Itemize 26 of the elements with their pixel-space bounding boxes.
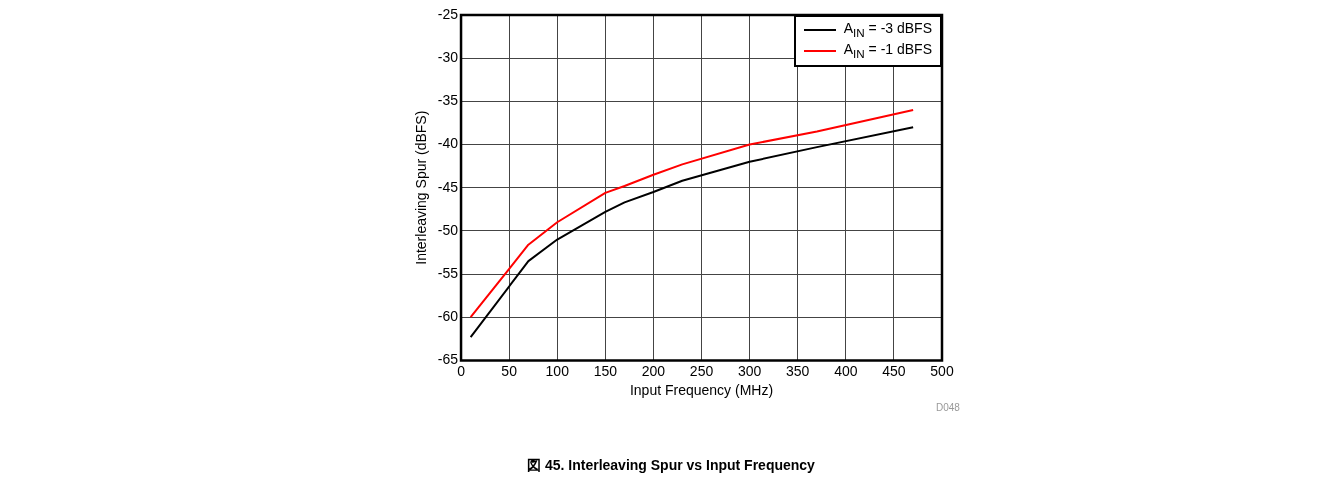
x-tick-label: 250 [689,362,714,379]
x-tick-label: 200 [641,362,666,379]
y-tick-label: -30 [437,49,459,66]
x-tick-label: 450 [882,362,906,379]
text: 図 45. Interleaving Spur vs Input Frequency [526,457,816,475]
x-tick-label: 0 [457,362,466,379]
legend-label: A$_{IN}$ = -3 dBFS [843,20,932,41]
x-tick-label: 300 [737,362,762,379]
x-tick-label: 50 [501,362,518,379]
x-tick-label: 100 [545,362,570,379]
y-tick-label: -65 [437,351,459,368]
y-tick-label: -50 [437,221,459,238]
y-axis-title: Interleaving Spur (dBFS) [413,110,430,265]
y-tick-label: -35 [437,92,459,109]
x-tick-label: 400 [834,362,858,379]
x-tick-label: 350 [786,362,810,379]
x-tick-label: 150 [593,362,618,379]
text: D048 [936,402,960,414]
x-axis-title: Input Frequency (MHz) [629,382,774,399]
x-tick-label: 500 [930,362,954,379]
y-tick-label: -40 [437,135,459,152]
y-tick-label: -60 [437,308,459,325]
y-tick-label: -45 [437,178,459,195]
y-tick-label: -25 [437,5,459,22]
legend-label: A$_{IN}$ = -1 dBFS [843,40,932,62]
y-tick-label: -55 [437,264,459,281]
